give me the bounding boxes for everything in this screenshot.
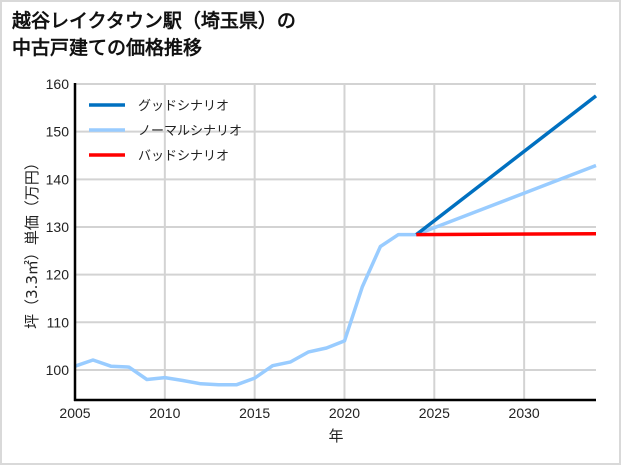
legend-label: バッドシナリオ xyxy=(138,149,229,164)
tick-labels: 2005 2010 2015 2020 2025 2030 100 110 120 130 140 1… xyxy=(46,76,540,421)
y-tick-label: 140 xyxy=(46,171,70,187)
axes xyxy=(73,83,596,402)
x-tick-label: 2025 xyxy=(419,405,450,421)
y-tick-label: 110 xyxy=(47,314,70,330)
chart-title-line2: 中古戸建ての価格推移 xyxy=(12,37,203,59)
y-axis-label: 坪（3.3㎡）単価（万円） xyxy=(23,155,41,329)
x-tick-label: 2015 xyxy=(239,405,270,421)
legend-label: グッドシナリオ xyxy=(138,99,229,114)
x-tick-label: 2020 xyxy=(329,405,360,421)
series-lines xyxy=(74,94,598,387)
y-tick-label: 150 xyxy=(46,124,70,140)
legend-label: ノーマルシナリオ xyxy=(138,124,242,139)
series-line-1 xyxy=(74,163,597,387)
chart-title-line1: 越谷レイクタウン駅（埼玉県）の xyxy=(12,10,296,32)
x-axis-label: 年 xyxy=(328,427,343,445)
y-tick-label: 120 xyxy=(46,267,70,283)
y-tick-label: 130 xyxy=(46,219,70,235)
grid-lines xyxy=(75,83,596,400)
x-tick-label: 2030 xyxy=(509,405,540,421)
series-line-0 xyxy=(415,94,598,236)
y-tick-label: 100 xyxy=(46,362,70,378)
series-line-2 xyxy=(416,231,597,237)
x-tick-label: 2005 xyxy=(59,405,90,421)
chart-title: 越谷レイクタウン駅（埼玉県）の 中古戸建ての価格推移 xyxy=(12,8,296,62)
x-tick-label: 2010 xyxy=(149,405,180,421)
y-tick-label: 160 xyxy=(46,76,70,92)
